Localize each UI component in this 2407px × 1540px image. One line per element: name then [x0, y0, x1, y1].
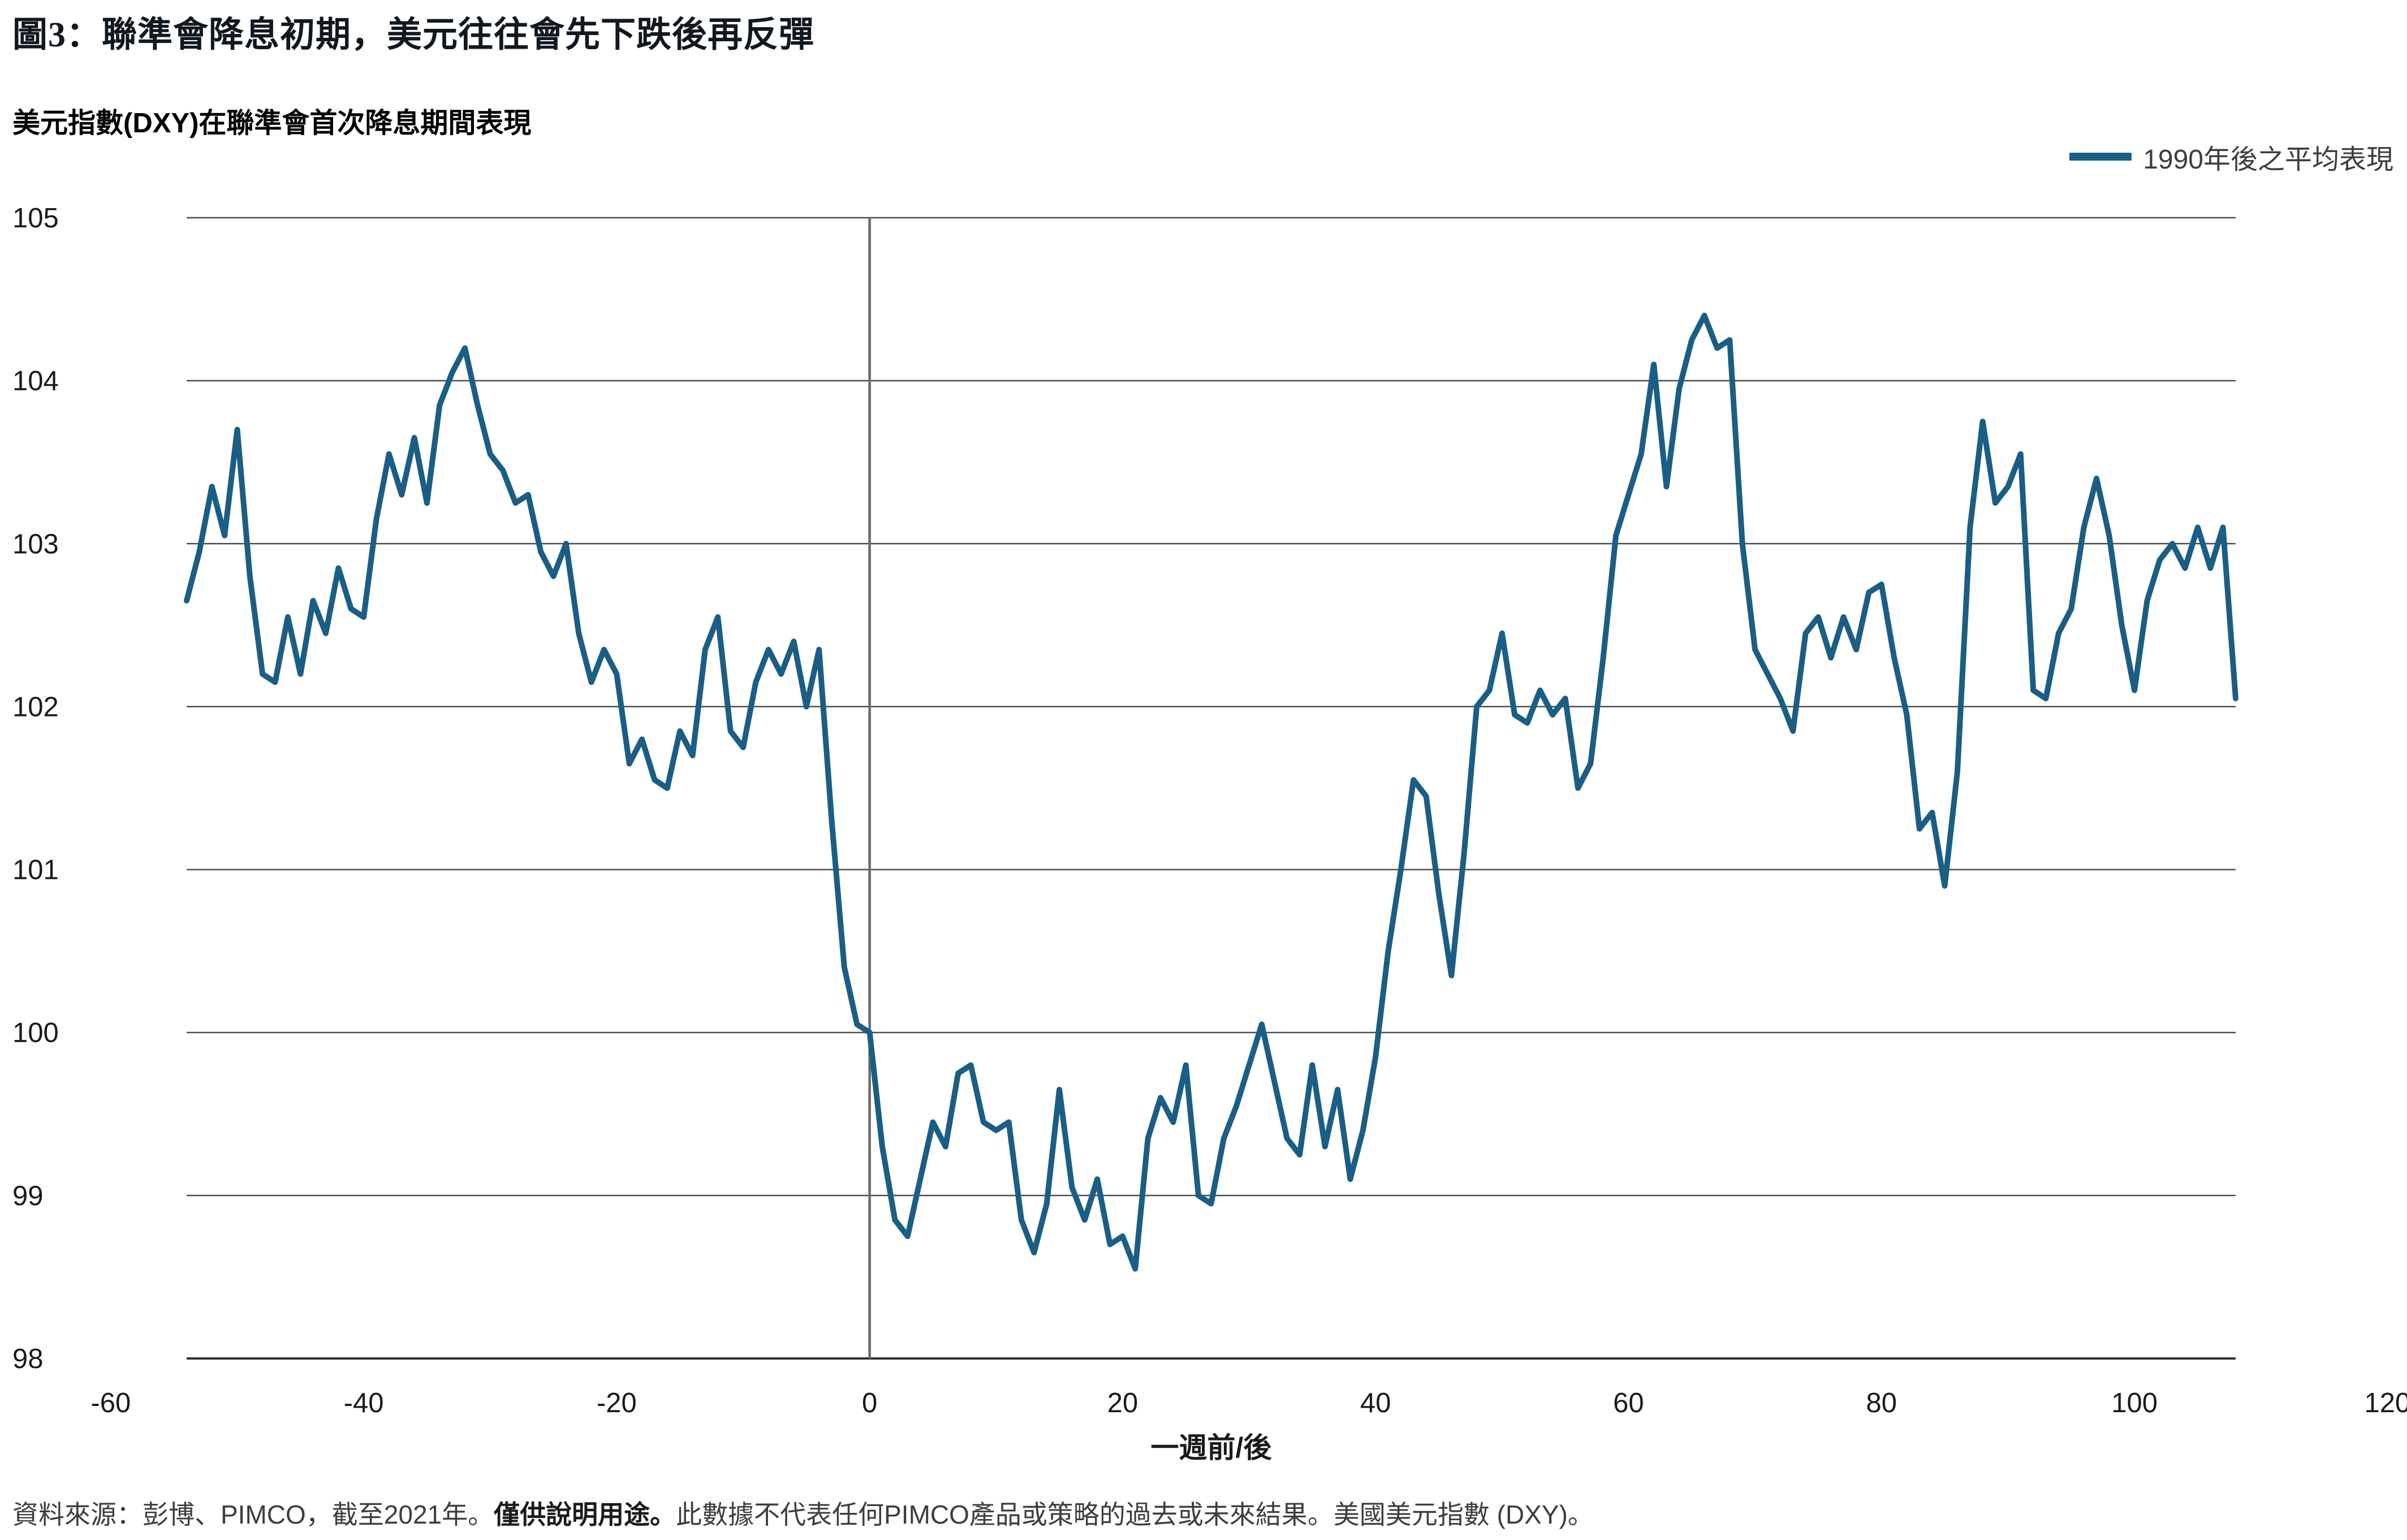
figure-title: 圖3：聯準會降息初期，美元往往會先下跌後再反彈 — [12, 16, 815, 54]
chart-subtitle: 美元指數(DXY)在聯準會首次降息期間表現 — [12, 108, 532, 139]
x-tick-label: 60 — [1613, 1388, 1644, 1418]
y-tick-label: 100 — [12, 1018, 59, 1049]
y-tick-label: 102 — [12, 692, 59, 722]
y-tick-label: 99 — [12, 1181, 44, 1211]
x-tick-label: -60 — [90, 1388, 131, 1418]
legend-line-swatch — [2069, 153, 2132, 161]
x-tick-label: 40 — [1360, 1388, 1391, 1418]
x-tick-label: 80 — [1866, 1388, 1897, 1418]
x-tick-label: 100 — [2111, 1388, 2158, 1418]
x-tick-label: -40 — [344, 1388, 384, 1418]
source-note: 資料來源：彭博、PIMCO，截至2021年。僅供說明用途。此數據不代表任何PIM… — [12, 1494, 2388, 1532]
y-tick-label: 104 — [12, 366, 59, 396]
data-line — [184, 312, 2238, 1272]
source-note-suffix: 此數據不代表任何PIMCO產品或策略的過去或未來結果。美國美元指數 (DXY)。 — [676, 1500, 1594, 1529]
x-tick-label: 120 — [2364, 1388, 2407, 1418]
y-tick-label: 103 — [12, 529, 59, 559]
source-note-bold: 僅供說明用途。 — [494, 1500, 676, 1529]
source-note-prefix: 資料來源：彭博、PIMCO，截至2021年。 — [12, 1500, 494, 1529]
x-tick-label: 0 — [862, 1388, 877, 1418]
y-tick-label: 105 — [12, 203, 59, 234]
y-tick-label: 101 — [12, 855, 59, 886]
legend: 1990年後之平均表現 — [2069, 137, 2393, 176]
y-tick-label: 98 — [12, 1344, 44, 1374]
x-tick-label: -20 — [597, 1388, 637, 1418]
x-axis-title: 一週前/後 — [1150, 1432, 1272, 1464]
x-tick-label: 20 — [1107, 1388, 1138, 1418]
legend-label: 1990年後之平均表現 — [2143, 145, 2393, 175]
